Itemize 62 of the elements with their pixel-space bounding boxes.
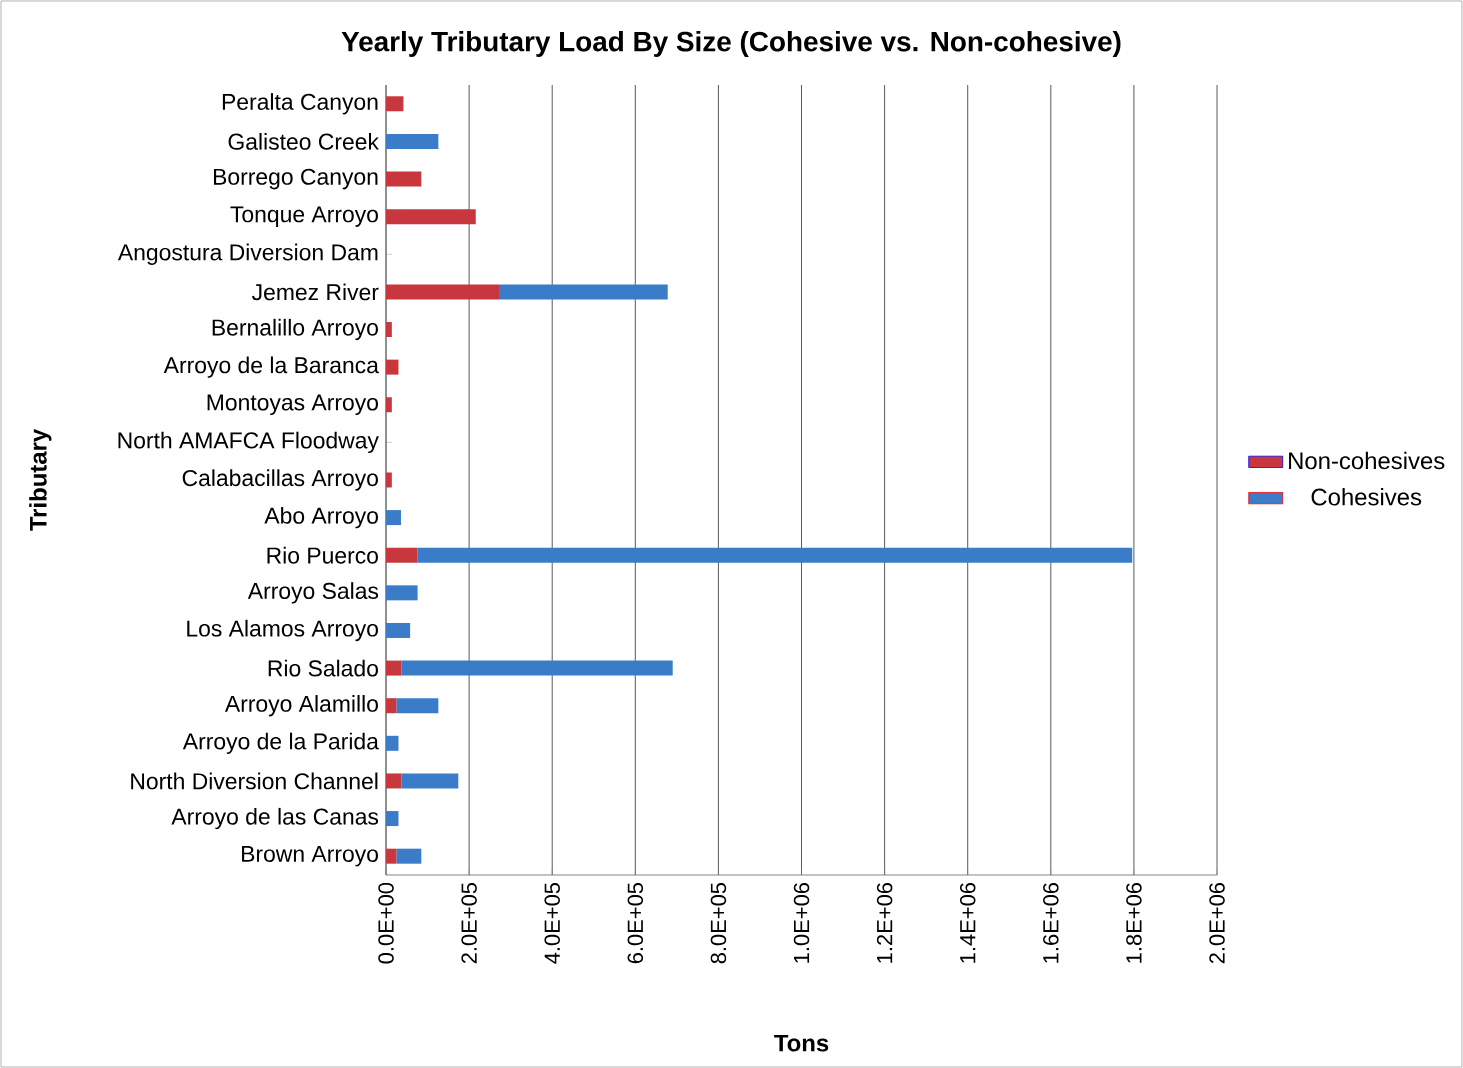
x-tick-label: 1.8E+06 (1126, 883, 1142, 963)
y-tick-label: North Diversion Channel (131, 772, 378, 790)
chart-title: Yearly Tributary Load By Size (Cohesive vs. Non-cohesive) (341, 30, 1121, 57)
bar (396, 698, 439, 714)
x-tick-label: 1.4E+06 (959, 883, 976, 963)
y-tick-label: Montoyas Arroyo (207, 394, 378, 415)
x-tick-label: 4.0E+05 (544, 882, 560, 964)
x-tick-label: 8.0E+05 (710, 882, 727, 964)
y-axis-title: Tributary (29, 428, 52, 531)
y-tick-label: Tonque Arroyo (230, 206, 378, 227)
bar (417, 547, 1133, 563)
bar (386, 397, 392, 413)
y-tick-label: Brown Arroyo (242, 845, 378, 867)
bar (386, 848, 397, 864)
x-tick-label: 2.0E+05 (461, 882, 477, 964)
legend-label: Cohesives (1311, 487, 1422, 506)
bar (386, 472, 392, 488)
bar (386, 547, 418, 563)
y-tick-label: Los Alamos Arroyo (187, 619, 378, 642)
legend-label: Non-cohesives (1289, 451, 1445, 470)
y-tick-label: Rio Puerco (267, 546, 378, 564)
bar (386, 735, 399, 751)
bar (386, 622, 411, 638)
y-tick-label: Galisteo Creek (228, 133, 379, 150)
y-tick-label: Arroyo Alamillo (224, 695, 378, 717)
y-tick-label: North AMAFCA Floodway (118, 431, 379, 454)
x-tick-label: 6.0E+05 (627, 882, 644, 964)
y-tick-label: Rio Salado (268, 659, 378, 677)
bar (386, 96, 404, 112)
y-tick-label: Arroyo Salas (247, 582, 379, 604)
bar (401, 660, 673, 676)
y-tick-label: Arroyo de la Baranca (163, 356, 379, 378)
y-tick-label: Arroyo de la Parida (182, 732, 379, 754)
bar (386, 585, 418, 601)
bar (386, 660, 402, 676)
y-tick-label: Jemez River (251, 283, 379, 301)
y-tick-label: Borrego Canyon (213, 168, 378, 190)
y-tick-label: Angostura Diversion Dam (117, 243, 378, 265)
bar (386, 773, 402, 789)
bar (386, 811, 399, 827)
x-tick-label: 0.0E+00 (378, 882, 394, 964)
y-tick-label: Peralta Canyon (222, 93, 378, 115)
y-tick-label: Abo Arroyo (264, 506, 378, 529)
bar (386, 510, 401, 526)
y-tick-label: Calabacillas Arroyo (182, 469, 378, 491)
x-axis-title: Tons (774, 1034, 829, 1052)
y-tick-label: Arroyo de las Canas (171, 807, 379, 830)
bar (386, 698, 397, 714)
bar (386, 209, 476, 225)
bar (386, 133, 439, 149)
bar (386, 322, 392, 338)
bar (401, 773, 459, 789)
bar (386, 171, 422, 187)
y-tick-label: Bernalillo Arroyo (212, 318, 378, 341)
bar (386, 359, 399, 375)
bar (499, 284, 668, 300)
x-tick-label: 2.0E+06 (1209, 883, 1225, 964)
x-tick-label: 1.0E+06 (793, 883, 810, 963)
x-tick-label: 1.6E+06 (1043, 883, 1059, 963)
bar (396, 848, 422, 864)
x-tick-label: 1.2E+06 (876, 883, 893, 963)
bar (386, 284, 500, 300)
